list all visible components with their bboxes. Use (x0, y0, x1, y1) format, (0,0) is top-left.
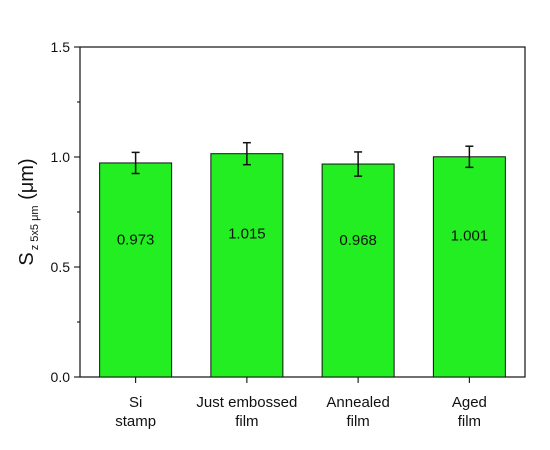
x-category-label-line: film (458, 413, 481, 430)
x-category-label: Just embossed film (196, 394, 297, 430)
x-category-label: Aged film (452, 394, 487, 430)
data-label: 0.973 (117, 231, 155, 248)
x-category-label-line: film (346, 413, 369, 430)
error-bar (131, 151, 140, 175)
y-axis-title-unit: (μm) (16, 158, 38, 205)
bars (99, 153, 506, 378)
bar (432, 156, 506, 378)
y-axis-title-subscript: z 5x5 μm (29, 205, 41, 250)
x-category-label-line: Annealed (326, 394, 389, 411)
x-category-label-line: Si (129, 394, 142, 411)
y-axis-title-main: S (16, 252, 38, 265)
x-category-label-line: Aged (452, 394, 487, 411)
x-category-label-line: Just embossed (196, 394, 297, 411)
x-category-label-line: film (235, 413, 258, 430)
bar (99, 162, 173, 378)
y-axis-label: Sz 5x5 μm (μm) (16, 158, 41, 265)
data-label: 1.001 (451, 227, 489, 244)
bar (210, 153, 284, 378)
data-label: 0.968 (339, 232, 377, 249)
error-bar (465, 145, 474, 169)
y-tick-label: 1.0 (51, 149, 71, 165)
x-category-label: Annealed film (326, 394, 389, 430)
error-bar (354, 151, 363, 177)
y-tick-label: 0.0 (51, 369, 71, 385)
y-tick-label: 0.5 (51, 259, 71, 275)
y-axis-title: Sz 5x5 μm (μm) (16, 158, 41, 265)
data-labels: 0.973 1.015 0.968 1.001 (117, 226, 488, 249)
error-bar (242, 141, 251, 166)
error-bars (131, 141, 474, 177)
bar (321, 163, 395, 378)
y-axis-ticks: 0.0 0.5 1.0 1.5 (51, 39, 80, 385)
y-tick-label: 1.5 (51, 39, 71, 55)
x-category-label-line: stamp (115, 413, 156, 430)
x-category-label: Si stamp (115, 394, 156, 430)
data-label: 1.015 (228, 226, 266, 243)
